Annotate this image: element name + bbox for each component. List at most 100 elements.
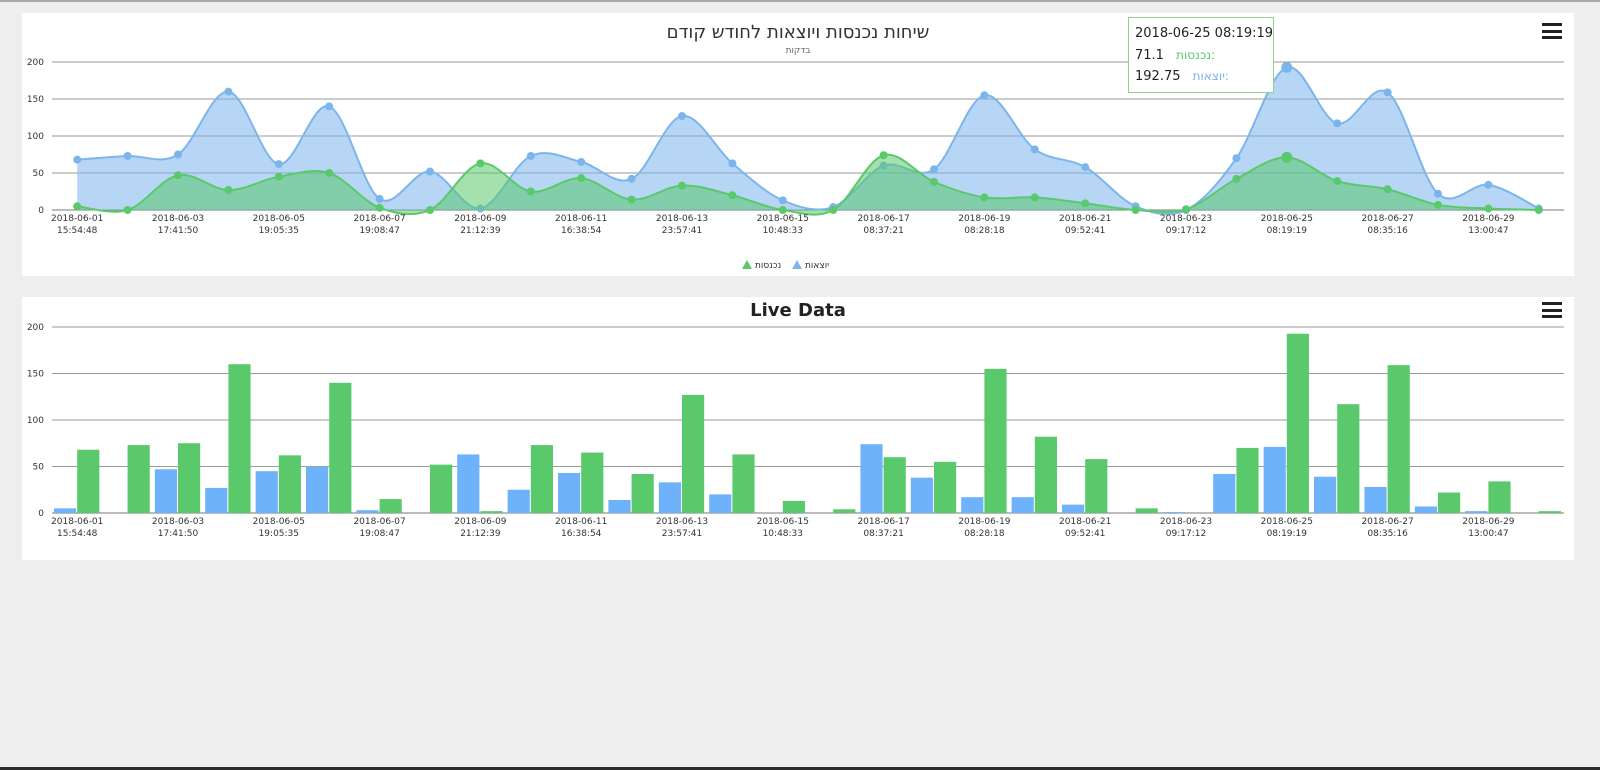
data-point-incoming[interactable] <box>1434 200 1442 209</box>
bar-blue[interactable] <box>961 497 984 513</box>
data-point-incoming[interactable] <box>728 191 737 200</box>
data-point-outgoing[interactable] <box>174 150 182 159</box>
bar-blue[interactable] <box>154 469 177 513</box>
bar-green[interactable] <box>1387 365 1410 513</box>
bar-green[interactable] <box>530 445 553 513</box>
bar-blue[interactable] <box>1414 506 1437 513</box>
data-point-outgoing[interactable] <box>1383 88 1392 97</box>
data-point-outgoing[interactable] <box>1333 119 1342 128</box>
data-point-incoming[interactable] <box>1232 174 1241 183</box>
bar-green[interactable] <box>1438 492 1461 513</box>
bar-blue[interactable] <box>457 454 480 513</box>
legend-item-incoming[interactable]: נכנסות <box>742 260 781 271</box>
bar-blue[interactable] <box>1364 486 1387 513</box>
bar-green[interactable] <box>1488 481 1511 513</box>
data-point-outgoing[interactable] <box>526 151 535 160</box>
data-point-incoming[interactable] <box>1484 204 1493 213</box>
data-point-outgoing[interactable] <box>224 87 233 96</box>
data-point-outgoing[interactable] <box>1030 145 1039 154</box>
hamburger-menu-icon[interactable] <box>1542 23 1562 39</box>
data-point-incoming[interactable] <box>73 202 82 211</box>
bar-green[interactable] <box>1286 333 1309 513</box>
data-point-incoming[interactable] <box>123 206 132 214</box>
data-point-incoming[interactable] <box>1281 151 1293 163</box>
bar-green[interactable] <box>228 364 251 513</box>
data-point-outgoing[interactable] <box>1281 61 1293 73</box>
bar-green[interactable] <box>883 457 906 513</box>
data-point-incoming[interactable] <box>476 159 485 168</box>
bar-blue[interactable] <box>205 487 228 513</box>
bar-green[interactable] <box>934 461 957 513</box>
data-point-incoming[interactable] <box>1030 193 1039 202</box>
bar-green[interactable] <box>379 499 402 513</box>
data-point-incoming[interactable] <box>1534 206 1543 214</box>
data-point-incoming[interactable] <box>1383 185 1392 194</box>
bar-blue[interactable] <box>255 471 278 513</box>
data-point-incoming[interactable] <box>526 187 535 196</box>
data-point-outgoing[interactable] <box>1434 189 1442 198</box>
bar-blue[interactable] <box>1263 446 1286 513</box>
bar-blue[interactable] <box>860 444 883 513</box>
bar-blue[interactable] <box>1162 512 1185 513</box>
data-point-incoming[interactable] <box>778 206 787 214</box>
bar-blue[interactable] <box>507 489 530 513</box>
bar-blue[interactable] <box>1011 497 1034 513</box>
bar-green[interactable] <box>1135 508 1158 513</box>
data-point-incoming[interactable] <box>274 172 283 181</box>
data-point-incoming[interactable] <box>930 177 938 186</box>
data-point-incoming[interactable] <box>879 151 888 160</box>
bar-green[interactable] <box>329 382 352 513</box>
bar-blue[interactable] <box>54 508 77 513</box>
bar-green[interactable] <box>480 511 503 513</box>
bar-green[interactable] <box>984 368 1007 513</box>
data-point-outgoing[interactable] <box>678 112 686 121</box>
bar-blue[interactable] <box>658 482 681 513</box>
bar-green[interactable] <box>1085 459 1108 513</box>
data-point-incoming[interactable] <box>1081 199 1090 208</box>
data-point-outgoing[interactable] <box>123 151 132 160</box>
bar-green[interactable] <box>833 509 856 513</box>
data-point-outgoing[interactable] <box>930 165 938 174</box>
bar-blue[interactable] <box>558 473 581 513</box>
bar-green[interactable] <box>127 445 150 513</box>
data-point-outgoing[interactable] <box>728 159 737 168</box>
bar-blue[interactable] <box>608 499 631 513</box>
data-point-outgoing[interactable] <box>1484 180 1493 189</box>
data-point-outgoing[interactable] <box>980 91 989 100</box>
data-point-incoming[interactable] <box>375 203 384 212</box>
data-point-incoming[interactable] <box>980 193 989 202</box>
data-point-outgoing[interactable] <box>627 174 636 183</box>
data-point-incoming[interactable] <box>224 186 233 195</box>
bar-green[interactable] <box>732 454 755 513</box>
bar-blue[interactable] <box>709 494 732 513</box>
data-point-outgoing[interactable] <box>778 196 787 205</box>
data-point-outgoing[interactable] <box>426 167 434 176</box>
bar-green[interactable] <box>782 500 805 513</box>
bar-green[interactable] <box>1034 436 1057 513</box>
data-point-incoming[interactable] <box>1182 205 1190 214</box>
bar-blue[interactable] <box>1213 473 1236 513</box>
bar-blue[interactable] <box>306 466 329 514</box>
data-point-incoming[interactable] <box>1131 206 1140 214</box>
data-point-outgoing[interactable] <box>1081 163 1090 172</box>
bar-green[interactable] <box>77 449 100 513</box>
bar-green[interactable] <box>430 464 453 513</box>
data-point-incoming[interactable] <box>678 181 686 190</box>
bar-green[interactable] <box>581 452 604 513</box>
legend-item-outgoing[interactable]: יוצאות <box>792 260 829 271</box>
bar-blue[interactable] <box>1314 476 1337 513</box>
data-point-incoming[interactable] <box>1333 177 1342 186</box>
data-point-incoming[interactable] <box>174 171 182 180</box>
bar-green[interactable] <box>1337 404 1360 513</box>
data-point-outgoing[interactable] <box>1232 154 1241 163</box>
bar-green[interactable] <box>278 455 301 513</box>
data-point-outgoing[interactable] <box>73 155 82 164</box>
data-point-outgoing[interactable] <box>577 157 586 166</box>
bar-green[interactable] <box>178 443 201 513</box>
bar-green[interactable] <box>1236 447 1259 513</box>
hamburger-menu-icon[interactable] <box>1542 302 1562 318</box>
bar-green[interactable] <box>682 394 705 513</box>
data-point-incoming[interactable] <box>577 174 586 183</box>
bar-green[interactable] <box>1538 511 1561 513</box>
data-point-incoming[interactable] <box>829 206 838 214</box>
